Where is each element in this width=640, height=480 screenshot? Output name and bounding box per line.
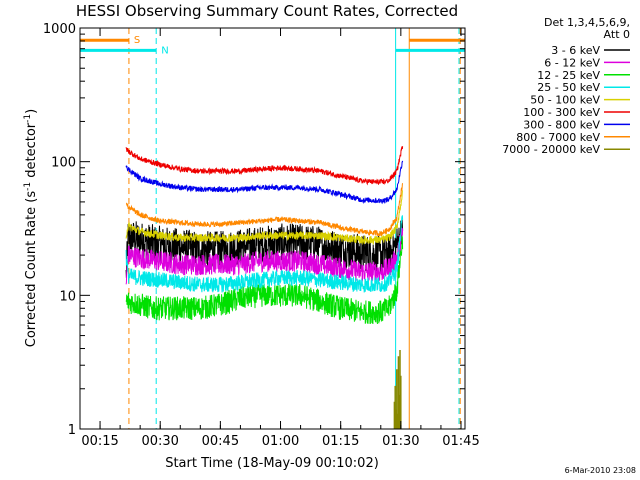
- series-line: [125, 190, 403, 246]
- data-series: [125, 146, 404, 429]
- legend-label: 6 - 12 keV: [544, 56, 600, 69]
- x-tick-label: 01:00: [262, 434, 299, 449]
- y-tick-label: 100: [51, 156, 76, 171]
- plot-frame: [79, 27, 466, 430]
- legend-label: 25 - 50 keV: [537, 81, 600, 94]
- legend-header-detectors: Det 1,3,4,5,6,9,: [544, 16, 630, 29]
- series-line: [125, 183, 404, 237]
- x-axis-ticks: 00:15 00:30 00:45 01:00 01:15 01:30 01:45: [79, 28, 480, 449]
- legend-label: 12 - 25 keV: [537, 69, 600, 82]
- x-axis-label: Start Time (18-May-09 00:10:02): [165, 456, 379, 471]
- legend-label: 7000 - 20000 keV: [502, 143, 600, 156]
- series-line: [125, 146, 404, 186]
- y-axis-label: Corrected Count Rate (s-1 detector-1): [23, 109, 39, 347]
- y-tick-label: 10: [59, 289, 76, 304]
- y-tick-label: 1: [68, 423, 76, 438]
- y-axis-ticks: 1 10 100 1000: [43, 22, 465, 438]
- series-line: [125, 214, 404, 293]
- x-tick-label: 01:30: [382, 434, 419, 449]
- flag-bar-label: N: [161, 45, 168, 56]
- timestamp-footer: 6-Mar-2010 23:08: [565, 466, 636, 475]
- legend-label: 300 - 800 keV: [523, 118, 600, 131]
- chart-title: HESSI Observing Summary Count Rates, Cor…: [76, 2, 458, 20]
- flag-bars: SN: [80, 35, 465, 56]
- legend-label: 800 - 7000 keV: [516, 131, 600, 144]
- series-line: [125, 227, 404, 285]
- flag-bar-label: S: [134, 35, 140, 46]
- legend-label: 3 - 6 keV: [551, 44, 600, 57]
- vertical-marker-lines: [128, 28, 461, 429]
- y-tick-label: 1000: [43, 22, 76, 37]
- series-line: [125, 236, 404, 325]
- series-line: [125, 160, 404, 205]
- x-tick-label: 00:15: [81, 434, 118, 449]
- legend-header-attenuator: Att 0: [604, 28, 630, 41]
- x-tick-label: 01:45: [442, 434, 479, 449]
- legend-label: 50 - 100 keV: [530, 94, 600, 107]
- legend-label: 100 - 300 keV: [523, 106, 600, 119]
- x-tick-label: 00:45: [202, 434, 239, 449]
- series-line: [393, 350, 402, 429]
- x-tick-label: 00:30: [141, 434, 178, 449]
- x-tick-label: 01:15: [322, 434, 359, 449]
